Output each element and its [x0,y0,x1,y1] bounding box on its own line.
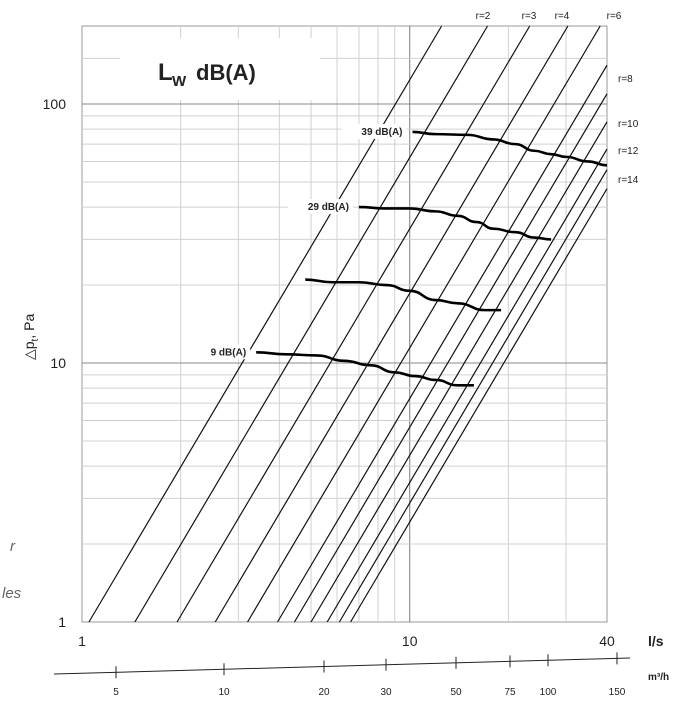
title-box [120,38,320,100]
secondary-axis-tick-label: 75 [504,687,516,698]
x-tick-label: 10 [402,633,418,649]
ratio-line [338,169,608,623]
secondary-axis-tick-label: 5 [113,687,119,698]
title-unit: dB(A) [196,60,256,85]
x-axis-label: l/s [648,633,664,649]
ratio-line [276,64,608,623]
ratio-line [214,25,569,623]
x-tick-label: 40 [599,633,615,649]
y-tick-label: 10 [50,355,66,371]
noise-label-bg [341,123,407,139]
ratio-line [134,25,489,623]
ratio-label-top: r=6 [607,11,622,22]
secondary-axis: 5 10 20 30 50 75 100 150 [53,652,631,698]
y-axis-label-sub: t [30,338,41,341]
side-text-1: r [10,538,16,555]
ratio-label-right: r=12 [618,146,639,157]
noise-curve-label: 39 dB(A) [361,127,402,138]
secondary-axis-tick-label: 10 [218,687,230,698]
secondary-axis-tick-label: 50 [450,687,462,698]
ratio-label-right: r=14 [618,175,639,186]
noise-label-bg [287,199,353,215]
ratio-label-right: r=10 [618,119,639,130]
noise-curve [256,350,474,387]
tick-labels: 1 10 40 1 10 100 [43,96,615,649]
grid [81,25,608,623]
ratio-label-top: r=2 [476,11,491,22]
ratio-line [293,93,608,623]
y-tick-label: 100 [43,96,67,112]
x-tick-label: 1 [78,633,86,649]
secondary-axis-tick-label: 150 [609,687,626,698]
y-axis-label-main: △p [21,341,37,360]
side-text-2: les [2,585,22,602]
noise-curve [358,205,552,241]
y-axis-label-unit: , Pa [21,314,37,339]
noise-label-bg [191,344,251,360]
secondary-axis-tick-label: 30 [380,687,392,698]
secondary-axis-tick-label: 100 [540,687,557,698]
noise-curve-label: 9 dB(A) [211,347,247,358]
y-tick-label: 1 [58,614,66,630]
noise-curve [412,130,608,167]
noise-curve [305,278,502,312]
ratio-label-top: r=3 [522,11,537,22]
ratio-line [176,25,531,623]
y-axis-label: △pt, Pa [21,314,41,360]
svg-text:△pt, Pa: △pt, Pa [21,314,41,360]
noise-curves [256,130,608,387]
ratio-line [310,121,608,623]
secondary-axis-tick-label: 20 [318,687,330,698]
ratio-label-top: r=4 [555,11,570,22]
curve-labels: r=2 r=3 r=4 r=6 r=8 r=10 r=12 r=14 39 dB(A) 29 dB… [191,11,639,360]
plot-frame [81,25,608,623]
title-main: L [158,59,173,86]
secondary-axis-unit: m³/h [648,672,669,683]
noise-curve-label: 29 dB(A) [308,202,349,213]
secondary-axis-line [53,657,631,675]
ratio-line [247,25,601,623]
title-sub: W [172,73,187,90]
ratio-label-right: r=8 [618,74,633,85]
ratio-line [350,188,608,623]
